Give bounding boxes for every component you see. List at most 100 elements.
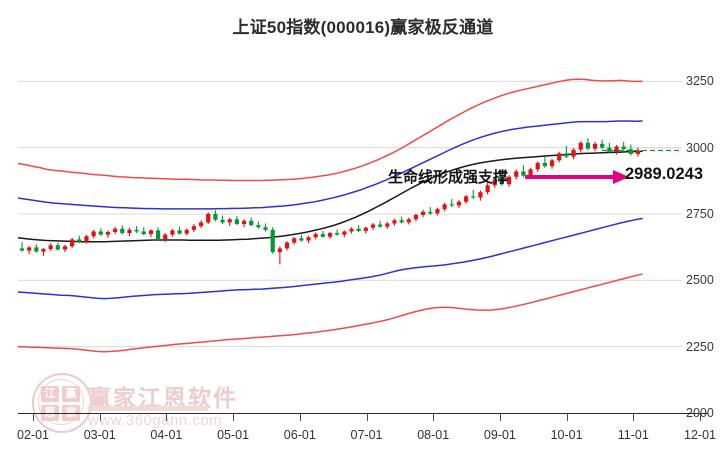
x-axis-tick-label: 11-01 — [617, 428, 649, 442]
candle-body — [528, 169, 533, 176]
candle-body — [320, 234, 325, 237]
candle-body — [385, 223, 390, 227]
candle-body — [127, 229, 132, 234]
candle-body — [220, 219, 225, 223]
candle-body — [55, 245, 60, 250]
candle-body — [363, 227, 368, 231]
candle-body — [198, 222, 204, 227]
y-axis-tick-label: 3250 — [686, 74, 714, 89]
candle-body — [564, 153, 569, 157]
candle-body — [392, 220, 397, 224]
candle-body — [471, 196, 476, 198]
candle-body — [170, 230, 175, 235]
candle-body — [571, 149, 576, 157]
candle-body — [514, 171, 519, 177]
candle-body — [342, 231, 347, 235]
candle-body — [98, 231, 103, 235]
last-price-label: 2989.0243 — [625, 165, 703, 183]
candle-body — [499, 179, 505, 185]
candle-body — [535, 162, 540, 170]
page-title: 上证50指数(000016)赢家极反通道 — [232, 18, 494, 37]
chart-canvas — [18, 78, 682, 353]
candle-body — [549, 160, 555, 167]
candle-body — [227, 219, 232, 223]
candle-body — [621, 146, 626, 150]
candle-body — [413, 215, 419, 220]
x-axis-tick-label: 07-01 — [350, 428, 383, 442]
candle-body — [70, 239, 75, 247]
watermark-url: www.360gann.com — [88, 412, 223, 429]
candle-body — [77, 239, 82, 242]
candle-body — [485, 185, 490, 193]
candle-body — [449, 204, 454, 206]
y-axis-tick-label: 2500 — [686, 273, 714, 288]
candle-body — [148, 230, 154, 235]
candle-body — [327, 233, 333, 237]
x-axis-tick-label: 09-01 — [483, 428, 516, 442]
x-axis-tick — [233, 413, 235, 421]
y-axis-labels: 325030002750250022502000 — [686, 0, 726, 450]
candle-body — [406, 219, 411, 223]
candle-body — [506, 176, 512, 185]
candle-body — [313, 234, 318, 238]
candle-body — [299, 238, 304, 241]
candle-body — [306, 237, 311, 241]
candle-body — [191, 226, 197, 230]
candle-body — [456, 201, 462, 206]
candle-body — [356, 228, 361, 231]
candle-body — [213, 213, 218, 220]
candle-body — [492, 179, 497, 186]
candle-body — [600, 143, 605, 148]
candle-body — [113, 228, 118, 232]
candle-body — [442, 204, 447, 210]
annotation-arrow-icon — [525, 170, 629, 184]
candle-body — [263, 227, 268, 230]
x-axis-tick — [499, 413, 501, 421]
candle-body — [84, 236, 89, 242]
candle-body — [91, 231, 96, 237]
x-axis-tick-label: 06-01 — [283, 428, 316, 442]
candle-body — [62, 246, 68, 250]
candle-body — [105, 231, 111, 235]
candle-body — [478, 192, 483, 198]
candle-body — [184, 229, 189, 234]
candle-body — [578, 142, 583, 150]
candle-body — [399, 220, 404, 223]
candle-body — [241, 220, 247, 225]
candle-body — [134, 229, 139, 232]
candle-body — [635, 150, 641, 154]
series-line — [18, 217, 643, 300]
candle-body — [34, 247, 39, 252]
candle-body — [284, 242, 290, 249]
x-axis-tick — [566, 413, 568, 421]
candle-body — [557, 153, 562, 161]
x-axis-tick — [633, 413, 635, 421]
candle-body — [628, 149, 633, 154]
x-axis-tick — [700, 413, 701, 421]
candle-body — [163, 234, 168, 240]
candle-body — [292, 238, 297, 243]
candle-body — [19, 248, 25, 251]
candle-body — [270, 229, 275, 253]
candle-body — [349, 228, 354, 232]
candle-body — [27, 247, 32, 251]
candle-body — [234, 219, 239, 225]
candle-body — [249, 220, 254, 226]
y-axis-tick-label: 3000 — [686, 140, 714, 155]
x-axis-tick-label: 12-01 — [684, 428, 716, 442]
x-axis-tick-label: 03-01 — [83, 428, 116, 442]
candle-body — [592, 143, 598, 149]
candle-body — [421, 211, 426, 215]
x-axis-tick-label: 04-01 — [150, 428, 183, 442]
candle-body — [521, 171, 526, 176]
x-axis-tick-label: 08-01 — [417, 428, 450, 442]
series-line — [18, 78, 643, 182]
candle-body — [378, 224, 383, 227]
x-axis-tick — [299, 413, 301, 421]
candle-body — [48, 245, 53, 249]
plot-area — [18, 60, 682, 413]
candle-body — [435, 209, 440, 214]
candle-body — [256, 225, 261, 228]
y-axis-tick-label: 2250 — [686, 339, 714, 354]
